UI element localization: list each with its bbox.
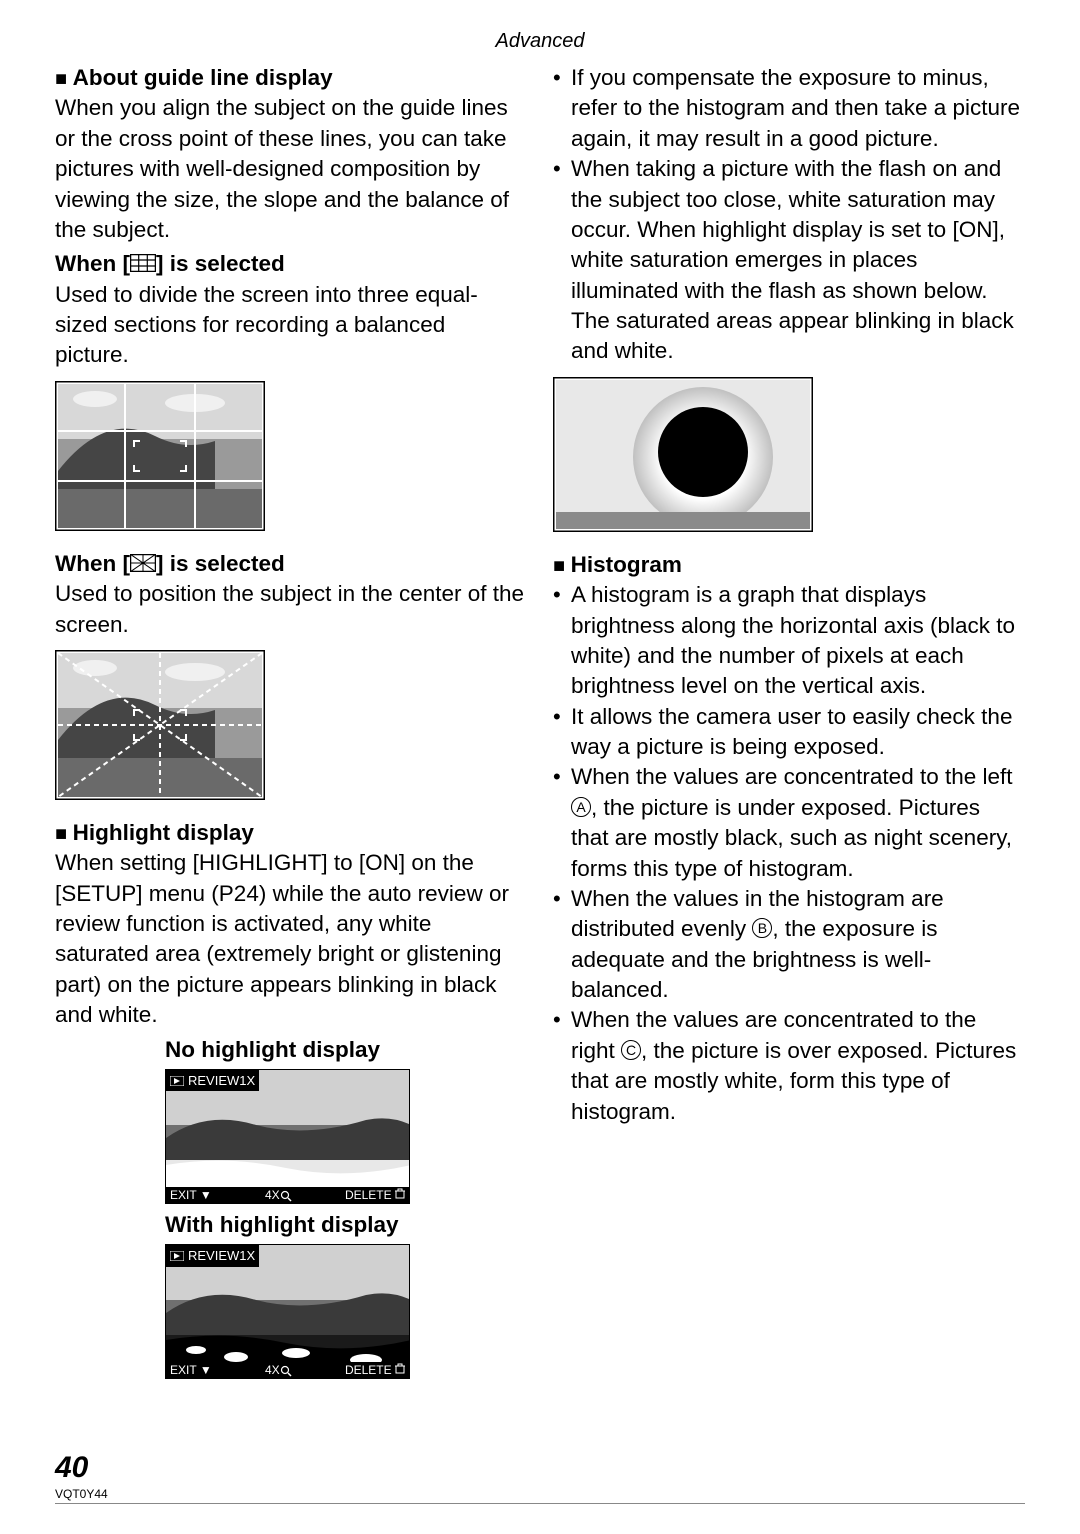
heading-when-diag: When [] is selected [55, 549, 525, 579]
review-top-bar-2: REVIEW1X [166, 1245, 259, 1267]
bullet-hist-def: • A histogram is a graph that displays b… [553, 580, 1023, 702]
label-with-highlight: With highlight display [165, 1210, 525, 1240]
trash-icon [395, 1188, 405, 1199]
review-bottom-bar-2: EXIT ▼ 4X DELETE [166, 1362, 409, 1378]
heading-histogram: Histogram [553, 550, 1023, 580]
review-top-bar: REVIEW1X [166, 1070, 259, 1092]
play-icon [170, 1251, 184, 1261]
circle-a-icon: A [571, 797, 591, 817]
circle-b-icon: B [752, 918, 772, 938]
guide-diag-image [55, 650, 525, 800]
left-column: About guide line display When you align … [55, 63, 525, 1385]
paragraph-diag: Used to position the subject in the cent… [55, 579, 525, 640]
bullet-hist-even: • When the values in the histogram are d… [553, 884, 1023, 1006]
label-no-highlight: No highlight display [165, 1035, 525, 1065]
image-with-highlight: REVIEW1X EXIT ▼ 4X DELETE [165, 1244, 525, 1379]
right-column: • If you compensate the exposure to minu… [553, 63, 1023, 1385]
play-icon [170, 1076, 184, 1086]
down-icon: ▼ [200, 1363, 212, 1377]
down-icon: ▼ [200, 1188, 212, 1202]
magnify-icon [280, 1190, 292, 1202]
bullet-hist-left: • When the values are concentrated to th… [553, 762, 1023, 884]
paragraph-highlight: When setting [HIGHLIGHT] to [ON] on the … [55, 848, 525, 1030]
header-title: Advanced [55, 30, 1025, 53]
flash-saturation-image [553, 377, 1023, 532]
diagonal-grid-icon [130, 554, 156, 572]
review-bottom-bar: EXIT ▼ 4X DELETE [166, 1187, 409, 1203]
trash-icon [395, 1363, 405, 1374]
footer-line [55, 1503, 1025, 1504]
paragraph-grid: Used to divide the screen into three equ… [55, 280, 525, 371]
page-number: 40 [55, 1451, 1025, 1485]
magnify-icon [280, 1365, 292, 1377]
heading-highlight: Highlight display [55, 818, 525, 848]
guide-grid-image [55, 381, 525, 531]
grid-icon [130, 254, 156, 272]
paragraph-guide: When you align the subject on the guide … [55, 93, 525, 245]
circle-c-icon: C [621, 1040, 641, 1060]
footer: 40 VQT0Y44 [55, 1451, 1025, 1504]
bullet-flash: • When taking a picture with the flash o… [553, 154, 1023, 367]
doc-id: VQT0Y44 [55, 1487, 1025, 1501]
bullet-hist-right: • When the values are concentrated to th… [553, 1005, 1023, 1127]
bullet-compensate: • If you compensate the exposure to minu… [553, 63, 1023, 154]
heading-about-guide: About guide line display [55, 63, 525, 93]
bullet-hist-check: • It allows the camera user to easily ch… [553, 702, 1023, 763]
heading-when-grid: When [] is selected [55, 249, 525, 279]
image-no-highlight: REVIEW1X EXIT ▼ 4X DELETE [165, 1069, 525, 1204]
